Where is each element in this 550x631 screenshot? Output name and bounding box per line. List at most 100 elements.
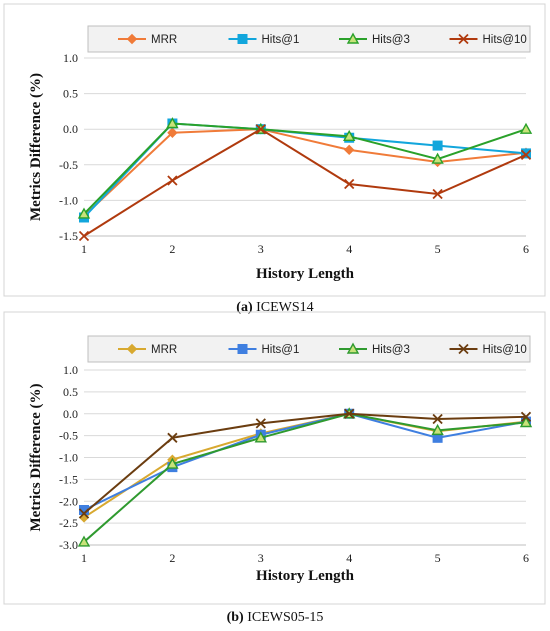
legend-item: Hits@10 bbox=[449, 33, 527, 46]
x-tick-label: 6 bbox=[523, 551, 529, 565]
legend-item: Hits@1 bbox=[228, 34, 300, 46]
x-tick-label: 5 bbox=[435, 242, 441, 256]
data-point bbox=[167, 432, 178, 443]
data-point bbox=[343, 144, 355, 156]
legend-marker bbox=[346, 32, 360, 44]
data-point bbox=[432, 188, 443, 200]
y-tick-label: 1.0 bbox=[63, 51, 78, 65]
legend-item: MRR bbox=[118, 343, 177, 356]
x-tick-label: 6 bbox=[523, 242, 529, 256]
y-tick-label: 1.0 bbox=[63, 363, 78, 377]
chart-icews05-15: 1.0 0.5 0.0 -0.5 -1.0 -1.5 -2.0 -2.5 -3.01 2 3 4 5 6 H… bbox=[3, 311, 546, 605]
series-hits-at-1 bbox=[79, 118, 531, 223]
y-tick-label: 0.0 bbox=[63, 407, 78, 421]
legend-item: Hits@3 bbox=[339, 342, 410, 356]
data-point bbox=[520, 411, 532, 422]
data-point bbox=[431, 423, 444, 436]
legend-label: Hits@1 bbox=[262, 34, 300, 46]
caption-text: ICEWS05-15 bbox=[247, 610, 324, 625]
data-point bbox=[344, 408, 355, 419]
y-tick-label: 0.5 bbox=[63, 87, 78, 101]
x-tick-label: 1 bbox=[81, 551, 87, 565]
x-axis-title: History Length bbox=[256, 266, 355, 282]
legend-label: Hits@3 bbox=[372, 34, 410, 46]
caption-text: ICEWS14 bbox=[256, 300, 314, 315]
data-point bbox=[166, 117, 179, 129]
y-axis-title: Metrics Difference (%) bbox=[28, 73, 44, 221]
series-line bbox=[83, 412, 527, 515]
series-line bbox=[83, 122, 527, 219]
data-point bbox=[431, 152, 444, 164]
chart-icews14: 1.0 0.5 0.0 -0.5 -1.0 -1.51 2 3 4 5 6 History Lengt… bbox=[3, 3, 546, 297]
series-hits-at-10 bbox=[78, 124, 532, 242]
legend: MRR Hits@1 Hits@3 Hits@10 bbox=[87, 25, 531, 53]
data-point bbox=[432, 413, 443, 425]
x-axis-title: History Length bbox=[256, 568, 355, 584]
series-hits-at-10 bbox=[78, 408, 532, 519]
y-tick-label: -2.5 bbox=[59, 516, 78, 530]
data-point bbox=[167, 127, 178, 138]
data-point bbox=[167, 175, 178, 186]
legend-label: Hits@1 bbox=[262, 344, 300, 356]
y-tick-label: -1.5 bbox=[59, 472, 78, 486]
legend: MRR Hits@1 Hits@3 Hits@10 bbox=[87, 335, 531, 363]
y-tick-label: -2.0 bbox=[59, 494, 78, 508]
data-point bbox=[343, 129, 356, 142]
legend-label: Hits@10 bbox=[483, 34, 527, 46]
x-tick-label: 3 bbox=[258, 551, 264, 565]
data-point bbox=[344, 178, 355, 190]
data-point bbox=[520, 149, 532, 160]
y-tick-label: -1.5 bbox=[59, 229, 78, 243]
legend-marker bbox=[237, 34, 248, 44]
panel-border bbox=[3, 311, 546, 605]
legend-item: MRR bbox=[118, 33, 177, 46]
data-point bbox=[77, 207, 91, 219]
legend-label: MRR bbox=[151, 344, 177, 356]
series-line bbox=[83, 128, 527, 237]
data-point bbox=[519, 416, 533, 428]
y-tick-label: -1.0 bbox=[59, 193, 78, 207]
legend-item: Hits@1 bbox=[228, 344, 300, 356]
data-point bbox=[77, 535, 91, 547]
series-mrr bbox=[78, 123, 532, 222]
x-tick-label: 2 bbox=[169, 242, 175, 256]
legend-marker bbox=[126, 33, 138, 45]
legend-label: Hits@10 bbox=[483, 344, 527, 356]
caption-letter: (a) bbox=[236, 300, 253, 315]
caption-icews14: (a) ICEWS14 bbox=[0, 300, 550, 316]
legend-item: Hits@10 bbox=[449, 343, 527, 356]
data-point bbox=[255, 124, 266, 135]
x-tick-label: 2 bbox=[169, 551, 175, 565]
legend-marker bbox=[346, 342, 360, 354]
legend-marker bbox=[458, 33, 469, 45]
x-tick-label: 4 bbox=[346, 551, 352, 565]
data-point bbox=[78, 230, 90, 242]
caption-icews05-15: (b) ICEWS05-15 bbox=[0, 610, 550, 626]
data-point bbox=[166, 457, 179, 469]
y-tick-label: -3.0 bbox=[59, 538, 78, 552]
legend-marker bbox=[126, 343, 138, 355]
y-tick-label: 0.0 bbox=[63, 122, 78, 136]
x-axis: 1 2 3 4 5 6 bbox=[81, 551, 529, 565]
series-line bbox=[83, 122, 527, 215]
data-point bbox=[255, 418, 266, 429]
data-point bbox=[521, 148, 531, 159]
x-axis: 1 2 3 4 5 6 bbox=[81, 242, 529, 256]
x-tick-label: 4 bbox=[346, 242, 352, 256]
y-axis-title: Metrics Difference (%) bbox=[28, 384, 44, 532]
series-line bbox=[83, 412, 527, 543]
series-line bbox=[83, 412, 527, 511]
y-axis: 1.0 0.5 0.0 -0.5 -1.0 -1.5 bbox=[59, 51, 526, 243]
caption-letter: (b) bbox=[226, 610, 244, 625]
legend-label: Hits@3 bbox=[372, 344, 410, 356]
legend-label: MRR bbox=[151, 34, 177, 46]
y-tick-label: -1.0 bbox=[59, 451, 78, 465]
panel-border bbox=[3, 3, 546, 297]
y-axis: 1.0 0.5 0.0 -0.5 -1.0 -1.5 -2.0 -2.5 -3.0 bbox=[59, 363, 526, 552]
x-tick-label: 5 bbox=[435, 551, 441, 565]
legend-marker bbox=[237, 344, 248, 354]
data-point bbox=[254, 431, 267, 443]
legend-marker bbox=[458, 343, 469, 355]
y-tick-label: -0.5 bbox=[59, 158, 78, 172]
x-tick-label: 3 bbox=[258, 242, 264, 256]
